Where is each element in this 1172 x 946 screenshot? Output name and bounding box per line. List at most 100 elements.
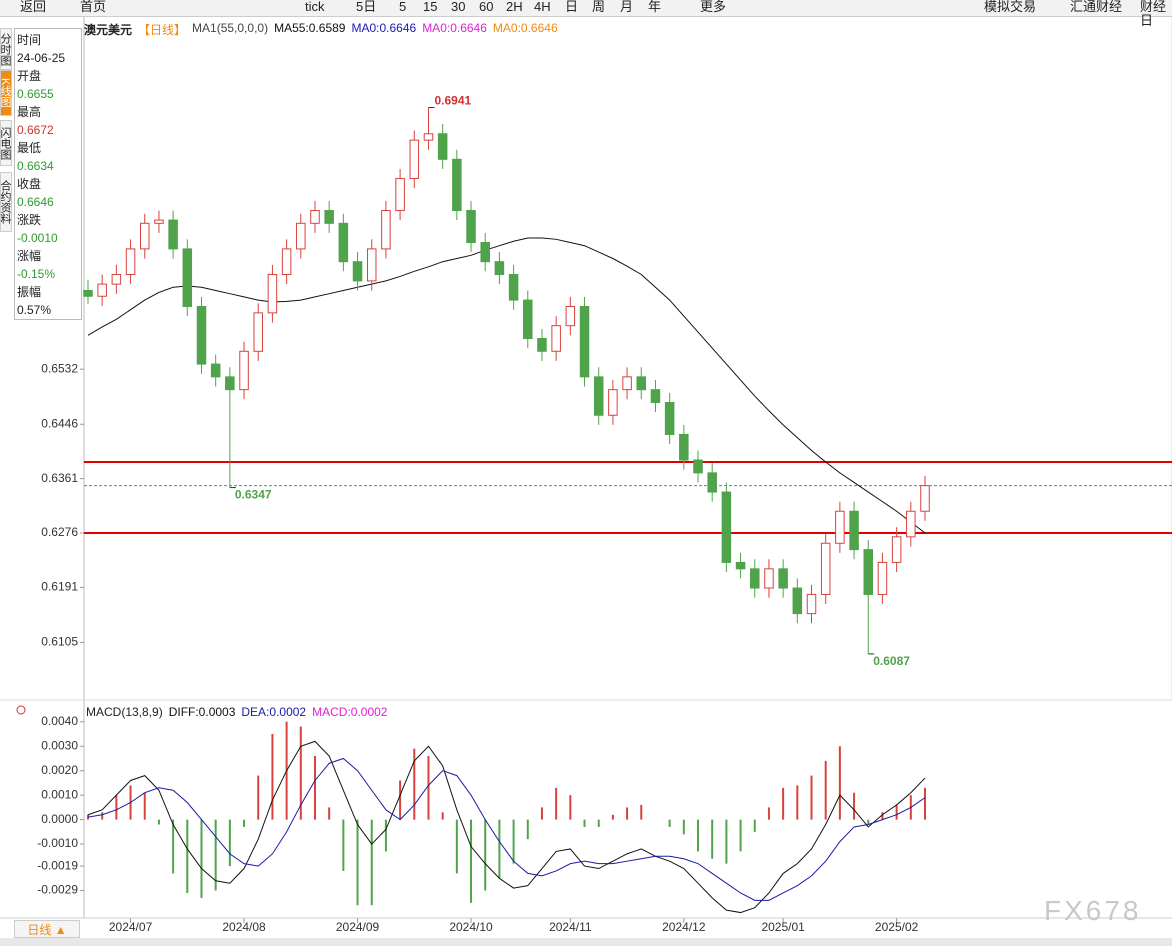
fx678-button[interactable]: 汇通财经 <box>1070 0 1123 14</box>
candle-body <box>366 248 377 282</box>
legend-entry: MACD:0.0002 <box>312 705 388 719</box>
period-button[interactable]: 4H <box>534 0 551 14</box>
candle-body <box>437 133 448 160</box>
y-tick-label: 0.0000 <box>41 812 78 826</box>
candle-body <box>338 222 349 263</box>
candle-body <box>324 210 334 224</box>
candle-body <box>693 459 703 474</box>
candle-body <box>253 312 263 352</box>
info-label: 开盘 <box>17 69 42 83</box>
chart-header: 澳元美元 【日线】 MA1(55,0,0,0) MA55:0.6589 MA0:0… <box>84 21 558 38</box>
candle-body <box>154 219 164 224</box>
x-tick-label: 2024/10 <box>449 920 493 934</box>
candle-body <box>196 305 207 365</box>
candle-body <box>792 587 803 615</box>
bottom-strip <box>0 938 1172 946</box>
y-tick-label: 0.6446 <box>41 416 78 430</box>
period-button[interactable]: tick <box>305 0 325 14</box>
period-button[interactable]: 日 <box>565 0 579 14</box>
info-label: 涨幅 <box>17 249 42 263</box>
y-tick-label: 0.6532 <box>41 361 78 375</box>
legend-entry: MA0:0.6646 <box>422 21 487 35</box>
candle-body <box>83 289 93 297</box>
candle-body <box>721 491 732 563</box>
x-tick-label: 2024/11 <box>549 920 592 934</box>
period-button[interactable]: 5 <box>399 0 407 14</box>
legend-entry: MA0:0.6646 <box>492 21 558 35</box>
calendar-button[interactable]: 财经日 <box>1140 0 1167 28</box>
candle-body <box>664 401 675 435</box>
info-value: 24-06-25 <box>17 51 66 65</box>
y-tick-label: 0.0040 <box>41 714 78 728</box>
period-button[interactable]: 30 <box>451 0 466 14</box>
sim-trade-button[interactable]: 模拟交易 <box>984 0 1037 14</box>
info-label: 最低 <box>17 141 42 155</box>
y-tick-label: 0.6276 <box>41 525 78 539</box>
info-value: 0.6655 <box>17 87 54 101</box>
legend-entry: DIFF:0.0003 <box>168 705 236 719</box>
candle-body <box>310 210 320 224</box>
home-button[interactable]: 首页 <box>80 0 107 14</box>
side-tab[interactable]: 分时图 <box>0 28 12 70</box>
period-button[interactable]: 月 <box>620 0 634 14</box>
candle-body <box>139 222 150 250</box>
macd-icon <box>16 705 26 715</box>
period-button[interactable]: 年 <box>648 0 662 14</box>
candle-body <box>820 542 831 595</box>
candle-body <box>608 389 618 416</box>
legend-entry: MA0:0.6646 <box>351 21 417 35</box>
period-button[interactable]: 2H <box>506 0 523 14</box>
info-label: 振幅 <box>17 285 42 299</box>
toolbar: 返回 首页 tick 5日 5 15 30 60 2H 4H 日 周 月 年 更… <box>0 0 1172 28</box>
side-tab[interactable]: 闪电图 <box>0 120 12 166</box>
info-panel: 时间 24-06-25 开盘 0.6655 最高 0.6672 最低 0.6634 收盘 0.66… <box>14 28 82 320</box>
candle-body <box>381 210 391 250</box>
candle-body <box>863 549 874 595</box>
candle-body <box>423 133 434 141</box>
y-tick-label: 0.6105 <box>41 635 78 649</box>
period-tab[interactable]: 日线 ▲ <box>14 920 80 938</box>
macd-line <box>87 740 926 914</box>
info-value: 0.6634 <box>17 159 54 173</box>
candle-body <box>835 510 845 544</box>
candle-body <box>906 510 916 538</box>
candle-body <box>210 363 221 378</box>
back-button[interactable]: 返回 <box>20 0 47 14</box>
candle-body <box>849 510 859 551</box>
candle-body <box>636 376 647 391</box>
candle-body <box>565 305 576 327</box>
side-tab[interactable]: 合约资料 <box>0 172 12 232</box>
side-tab-active[interactable]: K线图 <box>0 70 12 116</box>
candle-body <box>409 139 420 180</box>
candle-body <box>707 472 717 493</box>
y-tick-label: 0.0030 <box>41 738 78 752</box>
candle-body <box>579 305 590 378</box>
candle-body <box>225 376 235 391</box>
candle-body <box>494 261 505 275</box>
period-button[interactable]: 60 <box>479 0 494 14</box>
candle-body <box>480 242 490 263</box>
candle-body <box>537 337 547 352</box>
x-tick-label: 2024/09 <box>336 920 380 934</box>
period-button[interactable]: 15 <box>423 0 438 14</box>
candle-body <box>622 376 632 391</box>
candle-body <box>168 219 178 250</box>
candle-body <box>877 561 888 595</box>
x-tick-label: 2025/02 <box>875 920 919 934</box>
period-button[interactable]: 周 <box>592 0 606 14</box>
y-tick-label: -0.0019 <box>37 858 78 872</box>
candle-body <box>466 210 476 244</box>
candle-body <box>593 376 604 416</box>
y-tick-label: 0.6191 <box>41 580 78 594</box>
candle-body <box>182 248 193 307</box>
x-tick-label: 2024/12 <box>662 920 706 934</box>
period-button[interactable]: 5日 <box>356 0 377 14</box>
more-button[interactable]: 更多 <box>700 0 727 14</box>
candle-body <box>97 283 107 297</box>
candle-body <box>679 433 689 461</box>
candle-body <box>352 261 363 282</box>
info-label: 时间 <box>17 33 42 47</box>
info-value: 0.6646 <box>17 195 54 209</box>
info-label: 收盘 <box>17 177 42 191</box>
